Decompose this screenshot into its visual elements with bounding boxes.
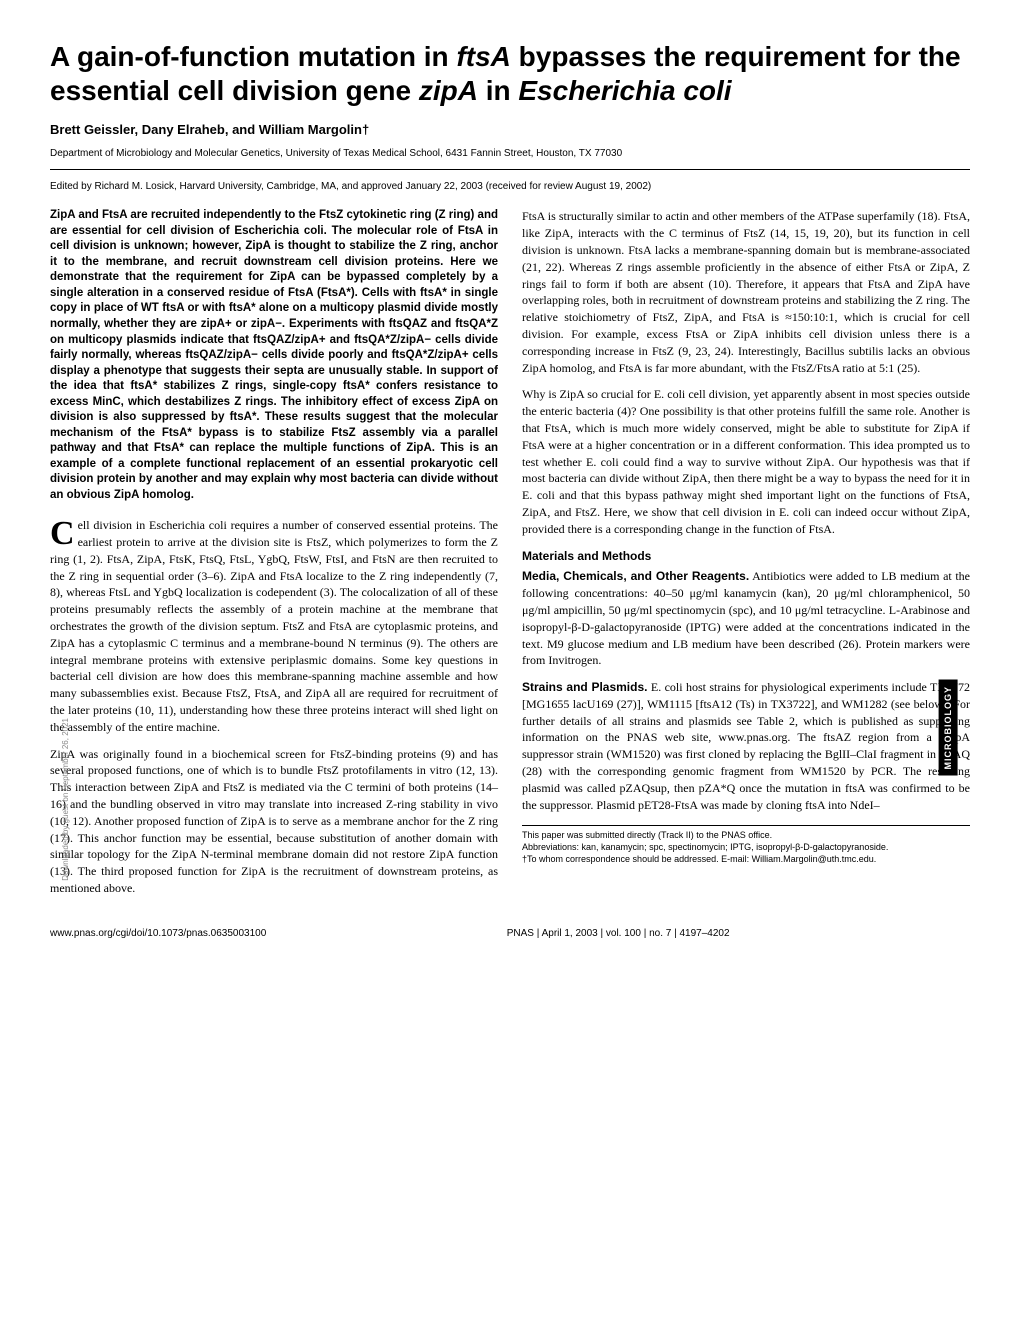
methods-strains: Strains and Plasmids. E. coli host strai… bbox=[522, 679, 970, 813]
title-text-1: A gain-of-function mutation in bbox=[50, 41, 456, 72]
page-footer: www.pnas.org/cgi/doi/10.1073/pnas.063500… bbox=[50, 927, 970, 941]
strains-text: E. coli host strains for physiological e… bbox=[522, 680, 970, 812]
footnote-3: †To whom correspondence should be addres… bbox=[522, 854, 970, 866]
section-tab: MICROBIOLOGY bbox=[939, 680, 958, 776]
rule-top bbox=[50, 169, 970, 170]
strains-runin: Strains and Plasmids. bbox=[522, 680, 647, 694]
footnote-2: Abbreviations: kan, kanamycin; spc, spec… bbox=[522, 842, 970, 854]
abstract: ZipA and FtsA are recruited independentl… bbox=[50, 208, 498, 503]
footer-left: www.pnas.org/cgi/doi/10.1073/pnas.063500… bbox=[50, 927, 266, 941]
dropcap: C bbox=[50, 517, 78, 548]
intro-para-3: FtsA is structurally similar to actin an… bbox=[522, 208, 970, 376]
article-title: A gain-of-function mutation in ftsA bypa… bbox=[50, 40, 970, 107]
title-gene-1: ftsA bbox=[456, 41, 510, 72]
title-text-3: in bbox=[478, 75, 518, 106]
two-column-body: ZipA and FtsA are recruited independentl… bbox=[50, 208, 970, 896]
intro-para-4: Why is ZipA so crucial for E. coli cell … bbox=[522, 386, 970, 537]
methods-heading: Materials and Methods bbox=[522, 548, 970, 565]
methods-media: Media, Chemicals, and Other Reagents. An… bbox=[522, 568, 970, 669]
download-note: Downloaded by guest on September 26, 202… bbox=[60, 718, 71, 881]
title-gene-2: zipA bbox=[419, 75, 478, 106]
media-text: Antibiotics were added to LB medium at t… bbox=[522, 569, 970, 667]
title-gene-3: Escherichia coli bbox=[518, 75, 731, 106]
authors: Brett Geissler, Dany Elraheb, and Willia… bbox=[50, 121, 970, 139]
footnotes: This paper was submitted directly (Track… bbox=[522, 825, 970, 865]
media-runin: Media, Chemicals, and Other Reagents. bbox=[522, 569, 749, 583]
affiliation: Department of Microbiology and Molecular… bbox=[50, 147, 970, 161]
edited-by: Edited by Richard M. Losick, Harvard Uni… bbox=[50, 180, 970, 194]
intro-para-2: ZipA was originally found in a biochemic… bbox=[50, 746, 498, 897]
intro-p1-text: ell division in Escherichia coli require… bbox=[50, 518, 498, 734]
footer-center: PNAS | April 1, 2003 | vol. 100 | no. 7 … bbox=[266, 927, 970, 941]
intro-para-1: Cell division in Escherichia coli requir… bbox=[50, 517, 498, 735]
footnote-1: This paper was submitted directly (Track… bbox=[522, 830, 970, 842]
